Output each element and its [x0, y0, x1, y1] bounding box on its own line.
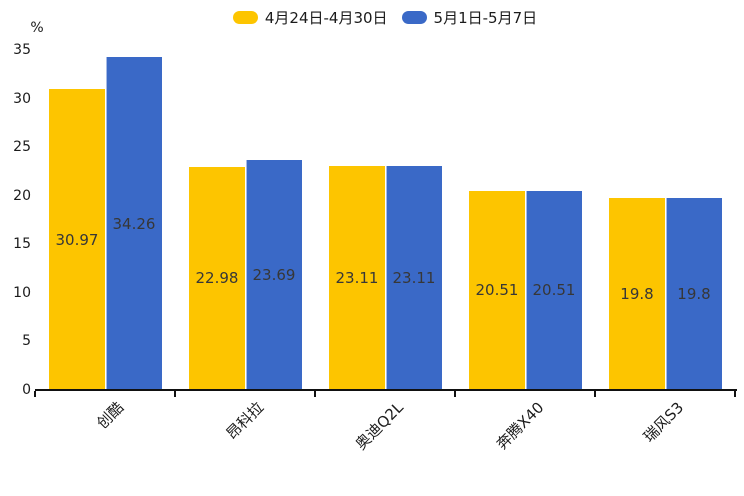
legend-label: 4月24日-4月30日 — [264, 9, 388, 27]
x-axis-line — [35, 389, 737, 391]
bar-value-label: 23.11 — [392, 268, 436, 287]
bar-value-label: 30.97 — [55, 230, 99, 249]
x-axis-tick — [734, 391, 736, 397]
bar-series-1-奥迪Q2L — [329, 165, 385, 390]
bar-series-2-奔腾X40 — [526, 190, 582, 390]
x-axis-tick — [34, 391, 36, 397]
bar-value-label: 23.11 — [335, 268, 379, 287]
bar-series-1-瑞风S3 — [609, 197, 665, 390]
legend-swatch-icon — [232, 11, 258, 24]
y-tick-label: 10 — [13, 284, 31, 301]
y-axis-unit-label: % — [30, 20, 44, 36]
bar-series-2-昂科拉 — [246, 159, 302, 390]
y-tick-label: 20 — [13, 187, 31, 204]
y-tick-label: 15 — [13, 236, 31, 253]
legend-item-series-1: 4月24日-4月30日 — [232, 7, 388, 28]
x-category-label: 奔腾X40 — [492, 398, 548, 454]
bar-series-2-瑞风S3 — [666, 197, 722, 390]
x-category-label: 创酷 — [93, 398, 128, 433]
bar-value-label: 20.51 — [532, 281, 576, 300]
x-category-label: 奥迪Q2L — [352, 398, 408, 454]
bar-series-1-昂科拉 — [189, 166, 245, 390]
legend: 4月24日-4月30日 5月1日-5月7日 — [35, 7, 735, 28]
x-axis-tick — [174, 391, 176, 397]
y-tick-label: 5 — [22, 333, 31, 350]
bar-value-label: 22.98 — [195, 269, 239, 288]
x-category-label: 昂科拉 — [222, 398, 268, 443]
x-axis-tick — [314, 391, 316, 397]
bar-series-1-奔腾X40 — [469, 190, 525, 390]
bar-series-1-创酷 — [49, 89, 105, 390]
bar-value-label: 34.26 — [112, 214, 156, 233]
bar-series-2-奥迪Q2L — [386, 165, 442, 390]
legend-swatch-icon — [401, 11, 427, 24]
bar-value-label: 23.69 — [252, 265, 296, 284]
y-tick-label: 0 — [22, 382, 31, 398]
x-category-label: 瑞风S3 — [639, 398, 688, 446]
bar-value-label: 19.8 — [677, 284, 711, 303]
x-axis-tick — [454, 391, 456, 397]
y-tick-label: 35 — [13, 42, 31, 58]
bar-value-label: 20.51 — [475, 281, 519, 300]
y-tick-label: 30 — [13, 90, 31, 107]
bar-value-label: 19.8 — [620, 284, 654, 303]
bar-series-2-创酷 — [106, 57, 162, 390]
legend-label: 5月1日-5月7日 — [433, 9, 538, 27]
legend-item-series-2: 5月1日-5月7日 — [401, 7, 538, 28]
x-axis-tick — [594, 391, 596, 397]
y-tick-label: 25 — [13, 139, 31, 156]
